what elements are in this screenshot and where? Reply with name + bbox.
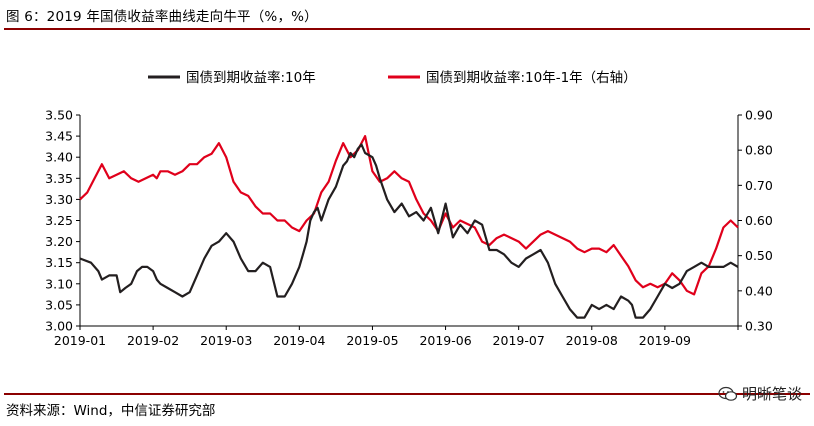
series-line-10y [79,143,739,319]
watermark-text: 明晰笔谈 [741,385,802,403]
title-rule [4,28,810,30]
y-left-tick-label: 3.20 [45,234,73,249]
source-note: 资料来源：Wind，中信证券研究部 [6,403,216,419]
y-left-tick-label: 3.10 [45,276,73,291]
x-tick-label: 2019-01 [54,333,106,348]
footer-rule [4,393,810,395]
y-right-tick-label: 0.80 [745,143,773,158]
figure-title: 图 6：2019 年国债收益率曲线走向牛平（%，%） [6,9,318,25]
y-left-tick-label: 3.00 [45,319,73,334]
x-tick-label: 2019-06 [419,333,471,348]
y-right-tick-label: 0.50 [745,248,773,263]
series-line-spread [79,135,739,296]
y-left-tick-label: 3.40 [45,150,73,165]
y-right-tick-label: 0.30 [745,319,773,334]
wechat-logo-icon [718,386,738,401]
y-right-tick-label: 0.60 [745,213,773,228]
x-tick-label: 2019-08 [566,333,618,348]
y-left-tick-label: 3.30 [45,192,73,207]
y-left-tick-label: 3.15 [45,255,73,270]
x-tick-label: 2019-09 [639,333,691,348]
legend-label-spread: 国债到期收益率:10年-1年（右轴） [426,69,637,86]
axes: 3.50 3.45 3.40 3.35 3.30 3.25 3.20 3.15 3.10 3.05… [45,108,773,349]
y-left-tick-label: 3.25 [45,213,73,228]
watermark: 明晰笔谈 [718,383,802,404]
x-tick-label: 2019-02 [127,333,179,348]
x-tick-label: 2019-04 [273,333,325,348]
legend: 国债到期收益率:10年 国债到期收益率:10年-1年（右轴） [148,69,637,86]
series-group [79,135,739,319]
y-left-tick-label: 3.35 [45,171,73,186]
x-tick-label: 2019-05 [346,333,398,348]
y-right-tick-label: 0.90 [745,108,773,123]
y-left-tick-label: 3.05 [45,297,73,312]
y-right-tick-label: 0.40 [745,283,773,298]
legend-label-10y: 国债到期收益率:10年 [186,69,316,86]
x-tick-label: 2019-07 [493,333,545,348]
y-right-tick-label: 0.70 [745,178,773,193]
x-tick-label: 2019-03 [200,333,252,348]
y-left-tick-label: 3.45 [45,129,73,144]
y-left-tick-label: 3.50 [45,108,73,123]
